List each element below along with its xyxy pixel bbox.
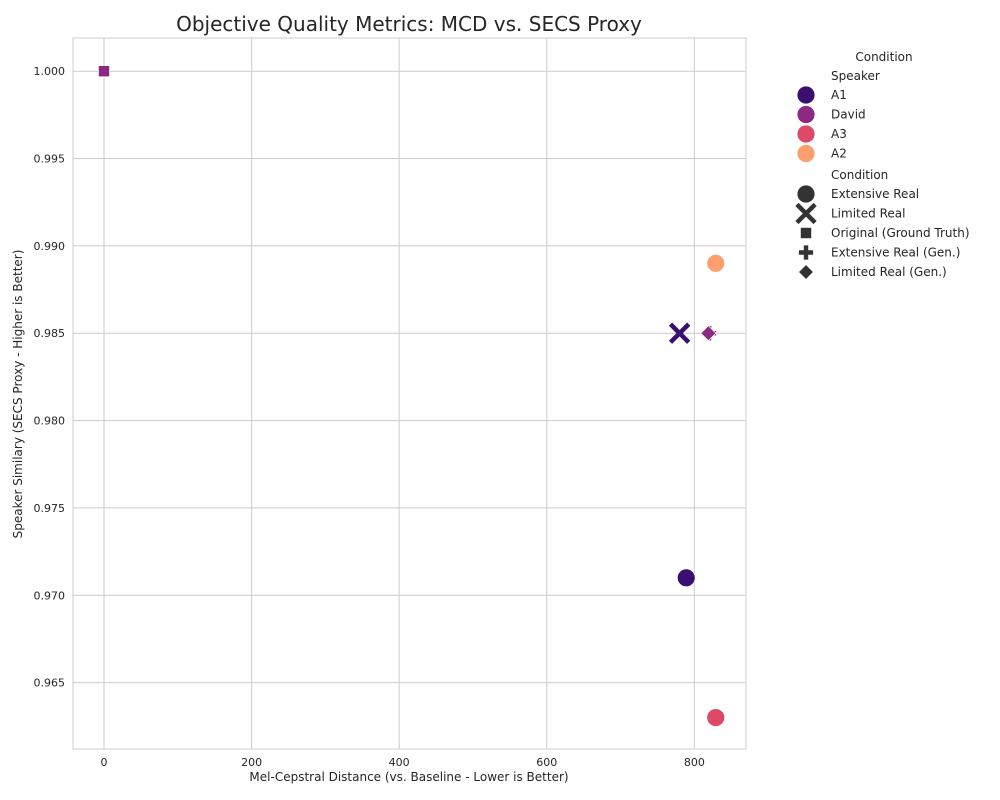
chart-title: Objective Quality Metrics: MCD vs. SECS … (176, 12, 642, 36)
legend-label: A2 (831, 147, 847, 161)
data-point (676, 568, 696, 588)
legend-swatch-david (796, 105, 816, 124)
plot-frame (72, 37, 747, 750)
legend-marker-diamond (797, 263, 815, 281)
legend-label: Extensive Real (Gen.) (831, 246, 960, 260)
y-tick-label: 0.985 (34, 327, 66, 340)
legend-label: Extensive Real (831, 187, 919, 201)
legend-marker-square (799, 226, 813, 240)
legend-marker-circle (796, 184, 816, 204)
data-points (97, 65, 726, 727)
legend: Condition Speaker Condition A1 David A3 A2 E… (795, 50, 970, 281)
legend-label: Limited Real (Gen.) (831, 265, 947, 279)
y-tick-label: 0.980 (34, 415, 66, 428)
x-tick-label: 800 (684, 756, 705, 769)
legend-swatch-a2 (796, 144, 816, 163)
legend-marker-x (795, 202, 817, 225)
legend-hue-title: Speaker (831, 69, 880, 83)
legend-style-title: Condition (831, 168, 888, 182)
x-tick-label: 400 (389, 756, 410, 769)
data-point (706, 708, 726, 727)
legend-label: Limited Real (831, 207, 905, 221)
x-tick-label: 600 (536, 756, 557, 769)
data-point (97, 65, 111, 78)
y-tick-label: 0.975 (34, 502, 66, 515)
data-point (700, 325, 717, 342)
legend-marker-plus (798, 244, 814, 261)
y-tick-label: 0.990 (34, 240, 66, 253)
x-tick-label: 0 (100, 756, 107, 769)
legend-swatch-a1 (796, 85, 816, 105)
data-point (668, 322, 691, 344)
legend-swatch-a3 (796, 124, 816, 144)
y-tick-label: 1.000 (34, 65, 66, 78)
legend-label: A3 (831, 127, 847, 141)
legend-label: Original (Ground Truth) (831, 226, 970, 240)
tick-labels: 0 200 400 600 800 0.965 0.970 0.975 0.980 0.985 0.… (34, 65, 705, 769)
x-tick-label: 200 (241, 756, 262, 769)
legend-title: Condition (855, 50, 912, 64)
y-tick-label: 0.965 (34, 677, 66, 690)
y-axis-label: Speaker Similary (SECS Proxy - Higher is… (11, 250, 25, 539)
x-axis-label: Mel-Cepstral Distance (vs. Baseline - Lo… (249, 770, 568, 784)
legend-label: David (831, 108, 866, 122)
y-tick-label: 0.970 (34, 589, 66, 602)
y-tick-label: 0.995 (34, 153, 66, 166)
grid (73, 38, 746, 749)
legend-label: A1 (831, 88, 847, 102)
data-point (706, 253, 726, 273)
